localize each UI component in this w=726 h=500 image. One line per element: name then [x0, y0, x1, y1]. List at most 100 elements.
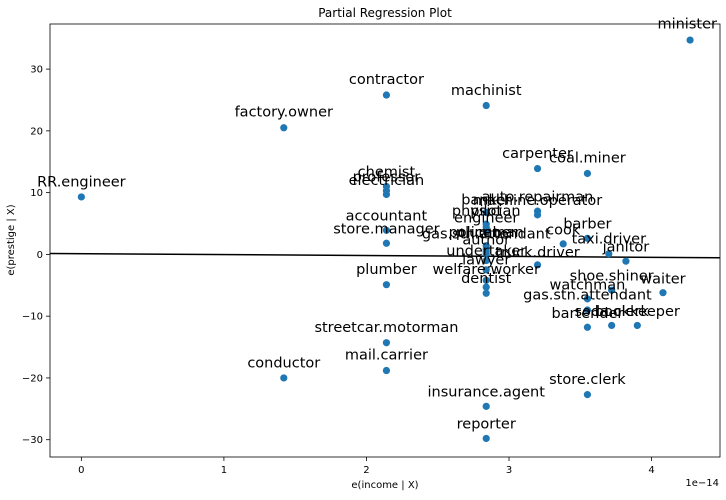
- point-label: watchman: [550, 278, 626, 294]
- y-axis-label: e(prestige | X): [6, 204, 17, 275]
- y-tick-label: 20: [30, 126, 43, 137]
- point-label: gas.stn.attendant: [523, 287, 652, 303]
- x-tick-label: 4: [648, 465, 654, 476]
- data-point: [686, 36, 694, 44]
- point-label: store.clerk: [549, 372, 626, 388]
- x-tick-label: 1: [221, 465, 227, 476]
- data-point: [659, 289, 667, 297]
- point-label: factory.owner: [235, 105, 333, 121]
- x-tick-label: 2: [363, 465, 369, 476]
- point-label: accountant: [346, 208, 428, 224]
- point-label: carpenter: [502, 146, 573, 162]
- data-point: [382, 239, 391, 247]
- data-point: [605, 250, 613, 258]
- point-label: taxi.driver: [572, 231, 646, 247]
- data-point: [482, 289, 490, 297]
- data-point: [482, 402, 490, 410]
- point-label: electrician: [349, 173, 425, 189]
- data-point: [382, 226, 391, 234]
- x-tick-label: 3: [506, 465, 512, 476]
- point-label: engineer: [454, 210, 518, 226]
- data-point: [482, 208, 490, 216]
- data-point: [482, 227, 490, 236]
- data-point: [482, 101, 490, 110]
- point-label: author: [462, 233, 510, 249]
- point-label: mail.carrier: [345, 347, 428, 363]
- point-label: auto.repairman: [482, 189, 594, 205]
- point-label: chemist: [358, 165, 416, 181]
- point-label: plumber: [456, 225, 517, 241]
- data-point: [608, 286, 616, 294]
- data-point: [482, 250, 490, 258]
- point-label: gas.stn.attendant: [422, 226, 551, 242]
- point-label: banker: [461, 192, 511, 208]
- point-label: waiter: [640, 271, 685, 287]
- point-label: reporter: [457, 417, 516, 433]
- x-tick-label: 0: [78, 465, 84, 476]
- data-point: [382, 339, 391, 347]
- point-label: pilot: [470, 203, 502, 219]
- data-point: [382, 366, 391, 375]
- data-point: [583, 391, 592, 399]
- point-label: coal.miner: [549, 150, 626, 166]
- data-point: [633, 321, 641, 330]
- point-label: undertaker: [446, 244, 526, 260]
- y-tick-label: 30: [30, 65, 43, 76]
- point-label: soda.clerk: [574, 304, 649, 320]
- point-label: store.manager: [333, 221, 439, 237]
- data-point: [533, 164, 542, 173]
- y-tick-label: 10: [30, 188, 43, 199]
- point-label: machinist: [451, 83, 522, 99]
- data-point: [622, 257, 630, 265]
- data-point: [482, 256, 490, 265]
- data-point: [482, 266, 490, 274]
- point-label: machine.operator: [473, 193, 602, 209]
- point-label: insurance.agent: [428, 384, 546, 400]
- data-point: [533, 211, 542, 219]
- y-tick-label: 0: [37, 250, 43, 261]
- x-axis-label: e(income | X): [351, 480, 418, 491]
- plot-area: ministercontractormachinistfactory.owner…: [22, 16, 721, 476]
- point-label: policeman: [449, 225, 524, 241]
- point-label: shoe.shiner: [570, 268, 654, 284]
- data-point: [583, 295, 592, 303]
- point-label: bookkeeper: [595, 304, 680, 320]
- data-point: [583, 323, 592, 331]
- data-point: [382, 281, 391, 289]
- data-point: [280, 374, 288, 382]
- data-point: [482, 283, 490, 291]
- data-point: [482, 434, 490, 443]
- point-label: welfare.worker: [432, 262, 539, 278]
- data-point: [382, 91, 391, 99]
- data-point: [583, 306, 592, 314]
- data-point: [559, 240, 567, 248]
- chart-title: Partial Regression Plot: [318, 6, 452, 20]
- point-label: professor: [353, 170, 421, 186]
- data-point: [608, 321, 616, 330]
- point-label: plumber: [356, 262, 417, 278]
- point-label: cook: [546, 223, 581, 239]
- point-label: contractor: [349, 72, 424, 88]
- point-label: lawyer: [462, 252, 510, 268]
- data-point: [583, 234, 592, 242]
- data-point: [533, 261, 542, 269]
- data-point: [583, 169, 592, 178]
- point-label: janitor: [602, 239, 650, 255]
- point-label: conductor: [247, 355, 320, 371]
- y-tick-label: −30: [22, 435, 43, 446]
- data-point: [77, 193, 85, 201]
- point-label: bartender: [551, 306, 623, 322]
- point-label: physician: [452, 203, 521, 219]
- point-label: streetcar.motorman: [314, 320, 458, 336]
- point-label: dentist: [461, 271, 512, 287]
- y-tick-label: −20: [22, 373, 43, 384]
- point-label: barber: [563, 216, 611, 232]
- point-label: RR.engineer: [37, 174, 126, 190]
- point-label: truck.driver: [495, 245, 580, 261]
- data-point: [280, 124, 288, 132]
- data-point: [482, 276, 490, 284]
- plot-frame: [49, 23, 721, 458]
